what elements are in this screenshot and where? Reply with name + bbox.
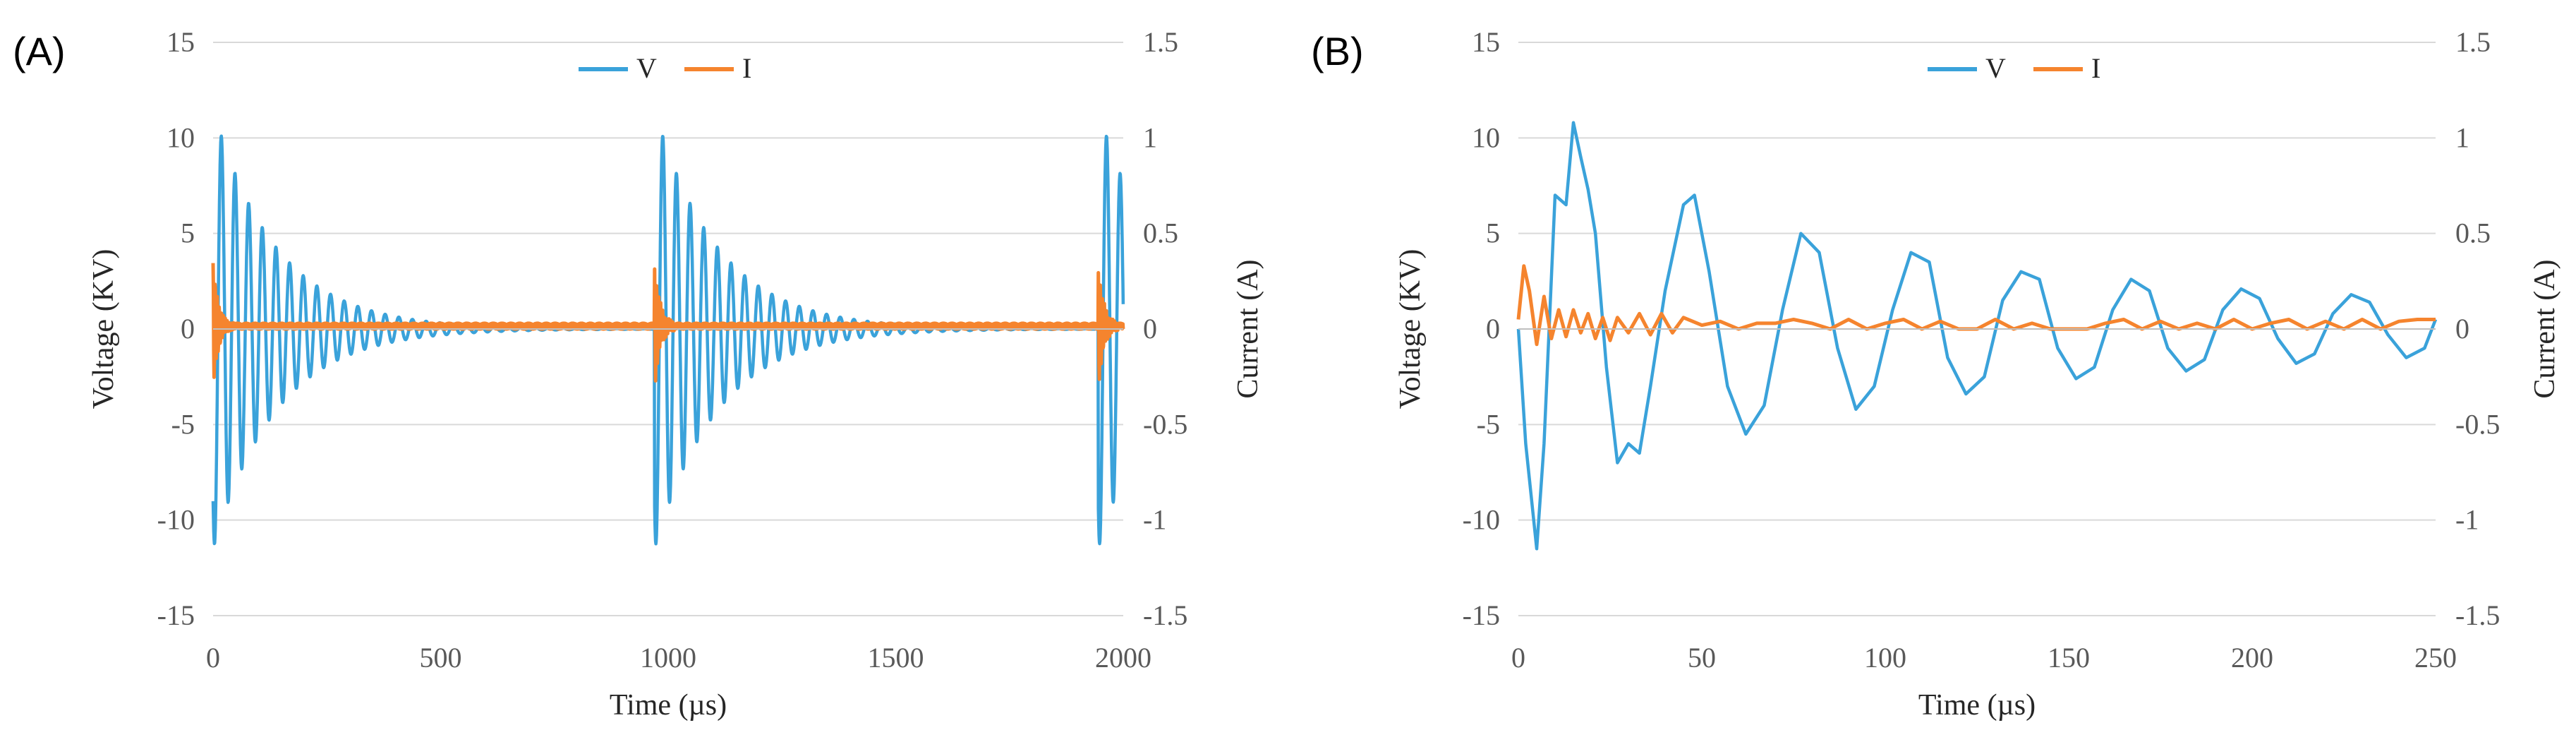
series-line-v xyxy=(211,134,1125,546)
x-tick-label: 100 xyxy=(1864,642,1906,674)
y2-axis-title: Current (A) xyxy=(2529,259,2561,398)
x-axis-title: Time (µs) xyxy=(610,689,727,722)
y2-tick-label: 1 xyxy=(1143,121,1157,153)
y2-tick-label: 1 xyxy=(2455,121,2469,153)
y-tick-label: 0 xyxy=(1486,313,1500,345)
y-tick-label: 10 xyxy=(1472,121,1500,153)
y-tick-label: -10 xyxy=(157,504,195,536)
legend-label-v: V xyxy=(636,52,657,84)
panel-label: (B) xyxy=(1311,29,1364,73)
y2-tick-label: 0 xyxy=(1143,313,1157,345)
y-tick-label: -15 xyxy=(157,599,195,631)
series-line-i xyxy=(211,263,1125,383)
x-tick-label: 150 xyxy=(2048,642,2090,674)
y-tick-label: -5 xyxy=(171,408,195,440)
y2-tick-label: -1.5 xyxy=(1143,599,1187,631)
y2-tick-label: 0 xyxy=(2455,313,2469,345)
x-tick-label: 0 xyxy=(1511,642,1525,674)
y-tick-label: 15 xyxy=(167,26,195,58)
y-tick-label: 5 xyxy=(181,217,195,249)
y-tick-label: -10 xyxy=(1463,504,1500,536)
y2-tick-label: -1 xyxy=(2455,504,2479,536)
legend-label-i: I xyxy=(2091,52,2100,84)
y2-tick-label: 1.5 xyxy=(2455,26,2491,58)
panel-label: (A) xyxy=(13,29,66,73)
y2-tick-label: -0.5 xyxy=(1143,408,1187,440)
series-line-i xyxy=(1516,264,2436,347)
chart-panel-a: 15 10 5 0 -5 -10 -15 1.5 1 0.5 0 -0.5 -1 -1.5 0 500 1000… xyxy=(13,26,1264,722)
y-axis-title: Voltage (KV) xyxy=(87,249,120,409)
x-tick-label: 1500 xyxy=(868,642,924,674)
x-tick-label: 1000 xyxy=(640,642,696,674)
y2-tick-label: 0.5 xyxy=(1143,217,1178,249)
y-tick-label: 0 xyxy=(181,313,195,345)
legend-label-i: I xyxy=(742,52,751,84)
y2-tick-label: 0.5 xyxy=(2455,217,2491,249)
y-tick-label: 15 xyxy=(1472,26,1500,58)
y-tick-label: 10 xyxy=(167,121,195,153)
y2-tick-label: -0.5 xyxy=(2455,408,2500,440)
x-tick-label: 50 xyxy=(1688,642,1716,674)
y2-tick-label: 1.5 xyxy=(1143,26,1178,58)
y-tick-label: 5 xyxy=(1486,217,1500,249)
y-tick-label: -15 xyxy=(1463,599,1500,631)
series-line-v xyxy=(1516,121,2438,551)
x-tick-label: 250 xyxy=(2414,642,2457,674)
y2-axis-title: Current (A) xyxy=(1232,259,1264,398)
y2-tick-label: -1 xyxy=(1143,504,1166,536)
y2-tick-label: -1.5 xyxy=(2455,599,2500,631)
x-tick-label: 2000 xyxy=(1095,642,1151,674)
legend-label-v: V xyxy=(1985,52,2006,84)
x-tick-label: 500 xyxy=(420,642,462,674)
x-axis-title: Time (µs) xyxy=(1918,689,2036,722)
y-axis-title: Voltage (KV) xyxy=(1394,249,1427,409)
x-tick-label: 0 xyxy=(206,642,220,674)
y-tick-label: -5 xyxy=(1477,408,1500,440)
x-tick-label: 200 xyxy=(2231,642,2273,674)
